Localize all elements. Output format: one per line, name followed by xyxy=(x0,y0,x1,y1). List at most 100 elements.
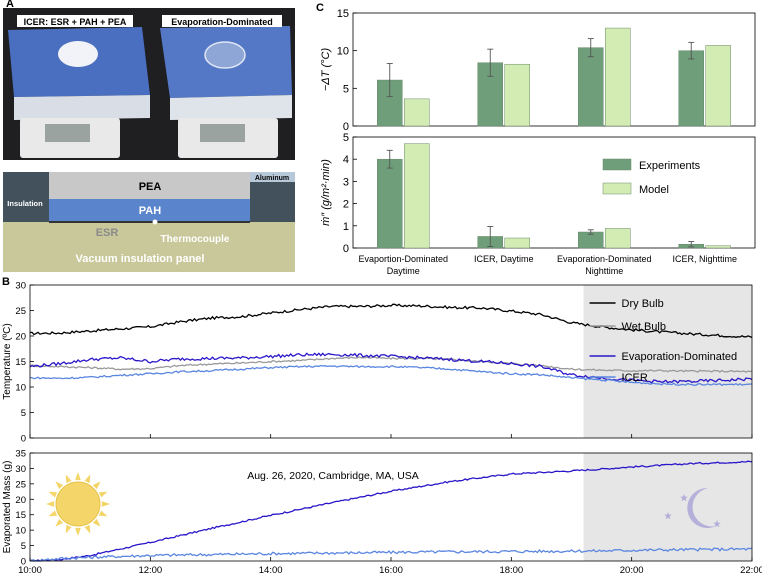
schematic-pah-label: PAH xyxy=(139,205,161,217)
series-line xyxy=(30,364,753,387)
y-tick-label: 35 xyxy=(15,449,26,460)
y-tick-label: 2 xyxy=(343,199,349,211)
sun-ray xyxy=(98,491,108,498)
sun-ray xyxy=(92,518,101,527)
y-tick-label: 5 xyxy=(343,132,349,144)
bar xyxy=(678,50,704,127)
chart-annotation: Aug. 26, 2020, Cambridge, MA, USA xyxy=(247,470,419,482)
category-label: ICER, Daytime xyxy=(474,254,534,264)
photo-left-dish xyxy=(58,41,98,67)
sun-disc xyxy=(55,481,101,527)
panel-letter-c: C xyxy=(316,2,324,14)
x-tick-label: 16:00 xyxy=(379,565,403,576)
photo-label-right: Evaporation-Dominated xyxy=(171,17,273,27)
schematic-esr-label: ESR xyxy=(96,227,119,239)
schematic-pea-layer xyxy=(49,172,250,199)
legend-label: Evaporation-Dominated xyxy=(622,351,738,363)
y-tick-label: 0 xyxy=(21,434,26,445)
photo-panel: ICER: ESR + PAH + PEA Evaporation-Domina… xyxy=(3,8,295,160)
category-label: Nighttime xyxy=(585,266,623,276)
series-line xyxy=(29,547,753,562)
y-tick-label: 15 xyxy=(15,357,26,368)
star-icon xyxy=(664,512,672,520)
y-axis-label: −ΔT (°C) xyxy=(320,48,332,92)
schematic-insulation-left xyxy=(3,172,49,222)
bar xyxy=(504,63,530,127)
y-tick-label: 30 xyxy=(15,281,26,292)
sun-ray xyxy=(84,524,91,534)
schematic-aluminum-label: Aluminum xyxy=(255,175,289,182)
series-line xyxy=(29,303,753,339)
bar xyxy=(605,27,631,127)
legend-label: ICER xyxy=(622,372,648,384)
bar xyxy=(605,228,631,249)
sun-ray xyxy=(48,491,58,498)
schematic: PEA PAH Aluminum Insulation ESR Thermoco… xyxy=(3,172,295,272)
bar xyxy=(404,143,430,249)
sun-ray xyxy=(98,510,108,517)
series-line xyxy=(29,356,753,373)
photo-left-scale-display xyxy=(45,124,90,142)
photo-left-box-side xyxy=(14,95,150,120)
bar xyxy=(705,45,731,127)
y-tick-label: 15 xyxy=(337,8,349,20)
sun-ray xyxy=(84,474,91,484)
x-tick-label: 10:00 xyxy=(18,565,42,576)
y-tick-label: 3 xyxy=(343,176,349,188)
x-tick-label: 20:00 xyxy=(620,565,644,576)
y-tick-label: 0 xyxy=(343,121,349,133)
bar-chart-delta-t: 0 5 10 15 −ΔT (°C) xyxy=(320,8,756,133)
sun-ray xyxy=(75,472,81,481)
sun-icon xyxy=(46,472,110,536)
schematic-vacuum-panel xyxy=(3,222,295,272)
photo-right-scale-display xyxy=(200,124,245,142)
y-tick-label: 5 xyxy=(343,83,349,95)
y-tick-label: 5 xyxy=(21,541,26,552)
legend-label: Model xyxy=(639,184,669,196)
panel-letter-a: A xyxy=(6,0,14,10)
y-tick-label: 20 xyxy=(15,495,26,506)
photo-label-left: ICER: ESR + PAH + PEA xyxy=(24,17,127,27)
sun-ray xyxy=(92,481,101,490)
schematic-vacuum-label: Vacuum insulation panel xyxy=(76,253,205,265)
schematic-pah-layer xyxy=(49,199,250,221)
schematic-thermocouple-label: Thermocouple xyxy=(161,234,230,245)
category-label: Evaportion-Dominated xyxy=(358,254,448,264)
y-tick-label: 0 xyxy=(343,243,349,255)
category-label: ICER, Nighttime xyxy=(672,254,737,264)
y-tick-label: 1 xyxy=(343,221,349,233)
x-tick-label: 14:00 xyxy=(259,565,283,576)
y-tick-label: 30 xyxy=(15,464,26,475)
star-icon xyxy=(713,520,721,528)
photo-label-right-bg xyxy=(162,15,282,27)
sun-ray xyxy=(48,510,58,517)
star-icon xyxy=(680,494,688,502)
sun-ray xyxy=(46,501,55,507)
y-axis-label: Evaporated Mass (g) xyxy=(2,461,13,554)
y-tick-label: 25 xyxy=(15,306,26,317)
y-axis-label: ṁ″ (g/m²·min) xyxy=(320,159,332,226)
legend-swatch xyxy=(602,182,632,195)
schematic-insulation-label: Insulation xyxy=(7,199,43,208)
y-tick-label: 10 xyxy=(15,526,26,537)
y-tick-label: 20 xyxy=(15,332,26,343)
schematic-pea-label: PEA xyxy=(139,181,162,193)
series-line xyxy=(29,460,753,562)
night-shade xyxy=(583,453,752,561)
legend-swatch xyxy=(602,158,632,171)
schematic-esr-layer xyxy=(49,221,250,223)
line-chart-temperature: 0 5 10 15 20 25 30 Temperature (ºC) Dry Bulb Wet … xyxy=(2,281,753,445)
y-tick-label: 15 xyxy=(15,510,26,521)
bar xyxy=(705,245,731,249)
schematic-aluminum-top xyxy=(250,172,295,182)
bar xyxy=(377,158,403,249)
y-axis-label: Temperature (ºC) xyxy=(2,323,13,399)
photo-label-left-bg xyxy=(17,15,133,27)
schematic-thermocouple-dot xyxy=(152,219,158,225)
legend-label: Wet Bulb xyxy=(622,321,666,333)
bar xyxy=(578,47,604,127)
schematic-insulation-right xyxy=(250,182,295,222)
photo-right-dish xyxy=(204,41,246,69)
y-tick-label: 10 xyxy=(15,383,26,394)
sun-ray xyxy=(55,481,64,490)
